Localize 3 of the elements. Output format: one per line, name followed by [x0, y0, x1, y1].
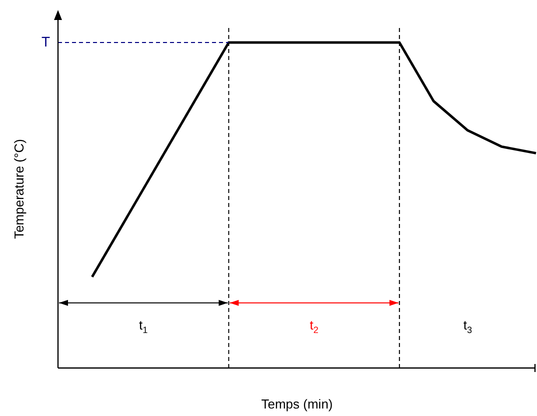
x-axis-title: Temps (min) [261, 396, 333, 412]
ref-line-label: T [41, 33, 50, 50]
y-axis-title: Temperature (°C) [12, 139, 27, 239]
